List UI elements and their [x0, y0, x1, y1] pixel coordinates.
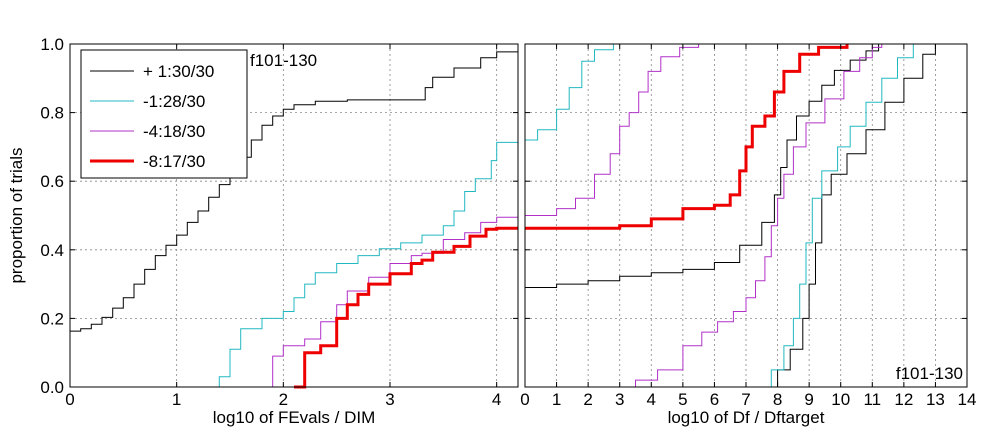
x-tick-label: 14	[958, 390, 977, 409]
legend-label: -1:28/30	[143, 92, 205, 111]
x-tick-label: 0	[65, 390, 74, 409]
x-tick-label: 2	[279, 390, 288, 409]
series-line-1	[764, 44, 936, 388]
series-line-3	[619, 44, 883, 388]
series-line-4	[525, 44, 849, 230]
series-line-4	[294, 226, 518, 389]
y-tick-label: 0.8	[40, 104, 64, 123]
x-axis-label: log10 of FEvals / DIM	[213, 408, 376, 427]
x-tick-label: 1	[172, 390, 181, 409]
x-tick-label: 3	[615, 390, 624, 409]
x-tick-label: 0	[520, 390, 529, 409]
x-tick-label: 7	[741, 390, 750, 409]
function-annotation: f101-130	[250, 51, 317, 70]
y-axis-label: proportion of trials	[7, 147, 26, 283]
x-tick-label: 8	[773, 390, 782, 409]
left-panel: 0 1 2 3 4 0.0 0.2 0.4 0.6 0.8 1.0 log10 of FEvals /…	[7, 35, 519, 427]
series-line-2	[211, 141, 518, 388]
x-tick-label: 6	[710, 390, 719, 409]
x-tick-label: 4	[647, 390, 656, 409]
x-tick-label: 10	[831, 390, 850, 409]
x-tick-label: 11	[863, 390, 881, 409]
series-line-1	[525, 44, 880, 288]
x-tick-label: 9	[804, 390, 813, 409]
x-tick-label: 12	[894, 390, 913, 409]
y-tick-label: 0.6	[40, 172, 64, 191]
x-tick-label: 13	[926, 390, 945, 409]
legend-label: + 1:30/30	[143, 62, 214, 81]
legend-label: -8:17/30	[143, 152, 205, 171]
y-tick-label: 0.4	[40, 241, 64, 260]
x-tick-label: 5	[678, 390, 687, 409]
series-line-2	[761, 44, 914, 388]
series-line-2	[525, 44, 614, 141]
series-line-3	[525, 44, 700, 216]
y-tick-label: 0.0	[40, 378, 64, 397]
x-tick-label: 3	[385, 390, 394, 409]
y-tick-label: 1.0	[40, 35, 64, 54]
series-line-3	[267, 216, 518, 388]
plot-frame	[69, 43, 519, 388]
legend-label: -4:18/30	[143, 122, 205, 141]
x-axis-label: log10 of Df / Dftarget	[668, 408, 825, 427]
x-tick-label: 1	[552, 390, 561, 409]
legend: + 1:30/30 -1:28/30 -4:18/30 -8:17/30	[80, 49, 248, 179]
function-annotation: f101-130	[896, 364, 963, 383]
x-tick-label: 2	[583, 390, 592, 409]
y-tick-label: 0.2	[40, 309, 64, 328]
x-tick-label: 4	[492, 390, 501, 409]
